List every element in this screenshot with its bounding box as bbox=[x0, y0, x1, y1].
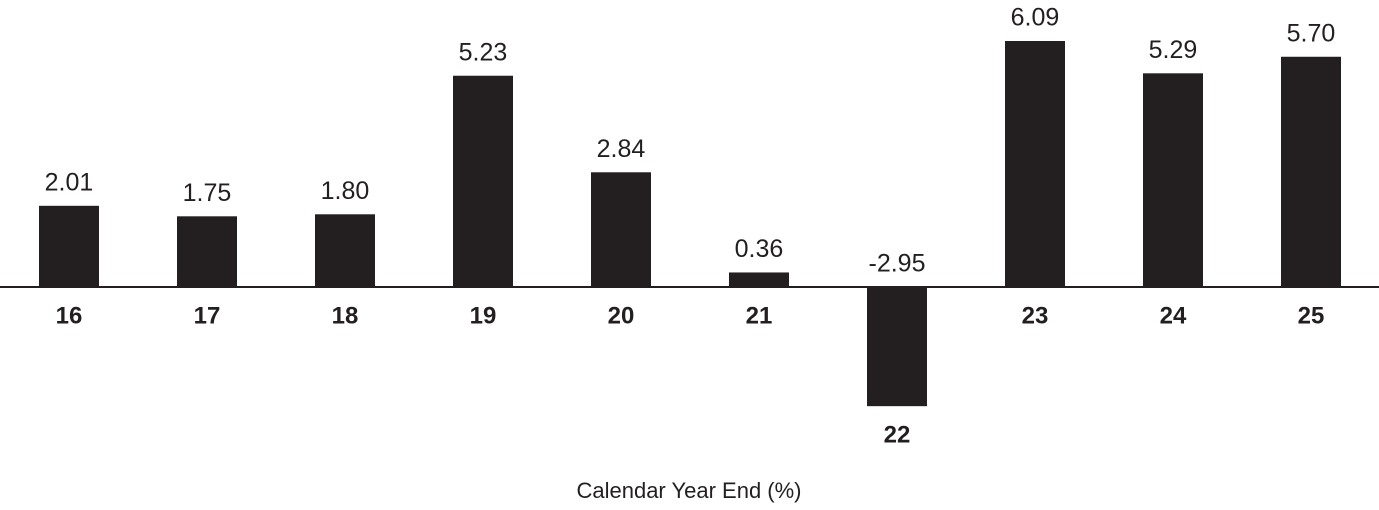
value-label: 5.70 bbox=[1287, 19, 1336, 47]
bar bbox=[1005, 41, 1065, 287]
value-label: 1.75 bbox=[183, 179, 232, 207]
value-label: 5.29 bbox=[1149, 36, 1198, 64]
bar bbox=[591, 172, 651, 287]
value-label: 2.01 bbox=[45, 168, 94, 196]
x-tick-label: 22 bbox=[884, 422, 911, 449]
bar bbox=[729, 272, 789, 287]
value-label: 5.23 bbox=[459, 38, 508, 66]
x-tick-label: 20 bbox=[608, 302, 635, 329]
x-tick-label: 24 bbox=[1160, 302, 1187, 329]
x-tick-label: 18 bbox=[332, 302, 359, 329]
bar bbox=[1281, 56, 1341, 287]
x-tick-label: 17 bbox=[194, 302, 221, 329]
bar bbox=[315, 214, 375, 287]
bar bbox=[1143, 73, 1203, 287]
value-label: 2.84 bbox=[597, 135, 646, 163]
x-tick-label: 16 bbox=[56, 302, 83, 329]
x-tick-label: 25 bbox=[1298, 302, 1325, 329]
value-label: 1.80 bbox=[321, 177, 370, 205]
axis-title: Calendar Year End (%) bbox=[576, 478, 801, 503]
value-label: -2.95 bbox=[869, 250, 926, 278]
x-tick-label: 21 bbox=[746, 302, 773, 329]
bar bbox=[177, 216, 237, 287]
value-label: 0.36 bbox=[735, 235, 784, 263]
bar bbox=[867, 287, 927, 407]
bar bbox=[453, 75, 513, 287]
bar bbox=[39, 205, 99, 287]
x-tick-label: 19 bbox=[470, 302, 497, 329]
value-label: 6.09 bbox=[1011, 4, 1060, 32]
x-tick-label: 23 bbox=[1022, 302, 1049, 329]
